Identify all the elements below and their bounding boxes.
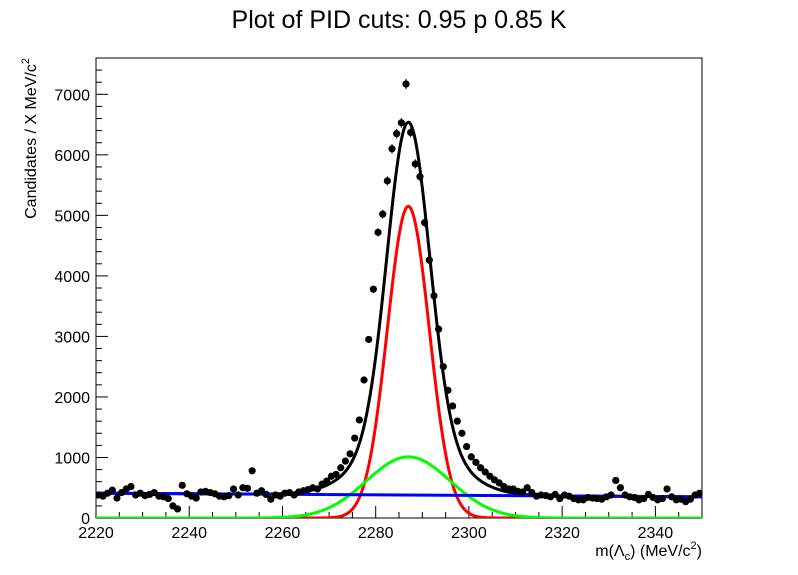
y-tick-label: 5000	[54, 208, 90, 225]
data-point	[518, 488, 527, 496]
data-point	[407, 128, 415, 137]
data-point	[127, 482, 135, 491]
data-point	[225, 492, 233, 500]
data-point	[421, 219, 429, 227]
data-point	[374, 228, 382, 236]
y-tick-label: 4000	[54, 269, 90, 286]
data-point	[411, 160, 419, 168]
data-point	[351, 434, 359, 442]
y-axis-label: Candidates / X MeV/c2	[20, 58, 40, 219]
total-fit-curve	[96, 120, 702, 499]
y-tick-label: 2000	[54, 390, 90, 407]
x-tick-label: 2220	[78, 525, 114, 542]
data-point	[192, 494, 200, 502]
data-point	[346, 450, 354, 458]
data-point	[243, 484, 252, 492]
data-point	[658, 495, 666, 503]
data-point	[612, 476, 620, 485]
data-point	[430, 292, 438, 300]
data-point	[369, 285, 377, 293]
data-point	[173, 505, 182, 513]
data-point	[616, 484, 625, 492]
x-axis-label: m(Λc) (MeV/c2)	[595, 540, 702, 563]
data-point	[323, 477, 331, 485]
data-point	[467, 453, 475, 461]
data-point	[248, 467, 256, 475]
y-tick-label: 1000	[54, 450, 90, 467]
data-point	[663, 485, 671, 493]
y-tick-label: 6000	[54, 148, 90, 165]
data-points	[96, 78, 702, 513]
signal-wide-fit-curve	[96, 455, 702, 518]
data-point	[402, 80, 410, 88]
data-point	[397, 119, 405, 127]
data-point	[355, 416, 363, 424]
y-tick-label: 0	[81, 511, 90, 528]
data-point	[453, 417, 461, 425]
data-point	[551, 490, 559, 498]
data-point	[313, 485, 322, 493]
data-point	[379, 210, 387, 218]
data-point	[481, 468, 489, 476]
data-point	[523, 484, 531, 492]
signal-narrow-fit-curve	[96, 204, 702, 518]
x-tick-label: 2260	[265, 525, 301, 542]
data-point	[458, 429, 466, 437]
data-point	[262, 490, 270, 498]
x-tick-label: 2280	[358, 525, 394, 542]
data-point	[365, 335, 373, 344]
data-point	[267, 495, 275, 503]
data-point	[178, 481, 186, 489]
data-point	[607, 491, 615, 499]
y-axis: 0 1000 2000 3000 4000 5000 6000 7000	[54, 57, 108, 528]
data-point	[476, 464, 485, 472]
data-point	[164, 495, 172, 503]
y-tick-label: 7000	[54, 87, 90, 104]
data-point	[416, 173, 424, 181]
data-point	[234, 491, 242, 499]
x-tick-label: 2240	[171, 525, 207, 542]
data-point	[388, 145, 396, 153]
data-point	[449, 402, 457, 410]
data-point	[472, 458, 480, 466]
data-point	[332, 470, 340, 479]
data-point	[696, 489, 702, 497]
data-point	[462, 442, 471, 451]
data-point	[439, 363, 447, 371]
x-tick-label: 2340	[638, 525, 674, 542]
data-point	[640, 495, 648, 503]
chart-title: Plot of PID cuts: 0.95 p 0.85 K	[232, 6, 567, 34]
data-point	[383, 177, 391, 185]
data-point	[435, 325, 443, 333]
x-axis: 2220 2240 2260 2280 2300 2320 2340	[78, 506, 703, 542]
plot-frame	[95, 57, 703, 519]
x-tick-label: 2300	[451, 525, 487, 542]
data-point	[337, 464, 345, 472]
data-point	[444, 386, 452, 394]
data-point	[108, 486, 116, 494]
plot-area	[96, 78, 702, 518]
data-point	[686, 495, 694, 503]
data-point	[393, 130, 401, 138]
data-point	[360, 376, 368, 384]
y-tick-label: 3000	[54, 329, 90, 346]
x-tick-label: 2320	[544, 525, 580, 542]
data-point	[425, 256, 433, 264]
data-point	[113, 494, 121, 502]
data-point	[229, 485, 238, 493]
data-point	[341, 457, 349, 465]
